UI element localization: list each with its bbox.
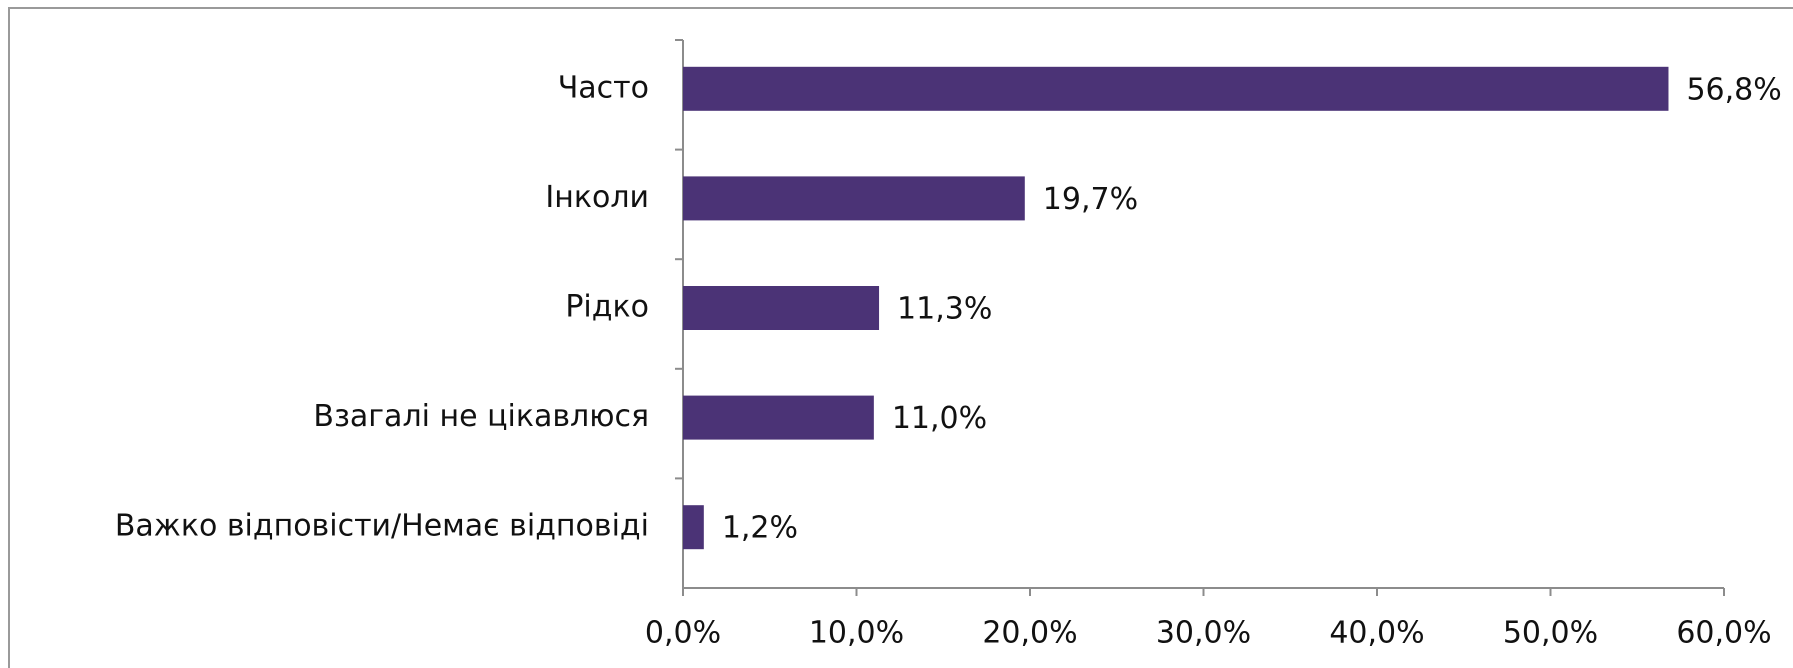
data-label: 19,7% xyxy=(1043,182,1138,217)
chart-frame xyxy=(8,7,1793,668)
y-tick-label: Часто xyxy=(558,70,649,105)
y-tick-label: Взагалі не цікавлюся xyxy=(313,399,649,434)
bar xyxy=(683,505,704,550)
x-tick-label: 60,0% xyxy=(1676,616,1771,651)
bar xyxy=(683,176,1025,221)
data-label: 56,8% xyxy=(1686,72,1781,107)
data-label: 11,3% xyxy=(897,292,992,327)
y-tick-label: Важко відповісти/Немає відповіді xyxy=(115,509,649,544)
bar xyxy=(683,395,874,440)
x-tick-label: 20,0% xyxy=(982,616,1077,651)
x-tick-label: 50,0% xyxy=(1503,616,1598,651)
bar xyxy=(683,66,1669,111)
bar xyxy=(683,286,880,330)
x-tick-label: 10,0% xyxy=(809,616,904,651)
data-label: 1,2% xyxy=(722,511,798,546)
x-tick-label: 0,0% xyxy=(645,616,721,651)
y-tick-label: Інколи xyxy=(545,180,649,215)
y-tick-label: Рідко xyxy=(565,290,649,325)
x-tick-label: 40,0% xyxy=(1329,616,1424,651)
data-label: 11,0% xyxy=(892,401,987,436)
x-tick-label: 30,0% xyxy=(1156,616,1251,651)
